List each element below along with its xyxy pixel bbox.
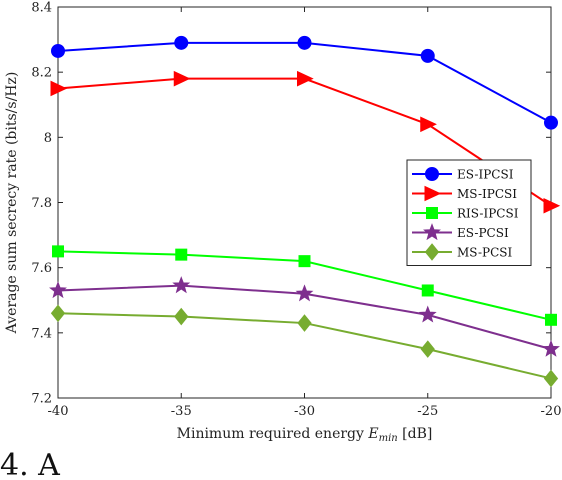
data-point	[175, 248, 188, 261]
x-tick-label: -30	[294, 404, 315, 419]
data-point	[50, 80, 68, 97]
legend-item: ES-PCSI	[412, 223, 509, 241]
x-tick-label: -25	[417, 404, 438, 419]
x-tick-label: -35	[171, 404, 192, 419]
data-point	[543, 197, 561, 214]
data-point	[297, 314, 312, 332]
data-point	[297, 35, 312, 50]
data-point	[52, 245, 64, 258]
legend-label: ES-PCSI	[457, 226, 509, 240]
y-tick-label: 7.4	[31, 326, 52, 341]
legend-item: MS-PCSI	[412, 243, 512, 261]
axis-ticks: -40 -35 -30 -25 -20 7.2 7.4 7.6 7.8 8 8.2 8.4	[31, 1, 561, 420]
series-ms-pcsi	[50, 304, 559, 388]
data-point	[51, 43, 65, 58]
series-es-ipcsi	[51, 35, 558, 130]
legend-label: MS-PCSI	[457, 246, 512, 260]
data-point	[173, 70, 191, 87]
data-point	[542, 339, 560, 357]
data-point	[50, 304, 66, 323]
data-point	[172, 276, 191, 294]
legend-marker	[426, 207, 438, 219]
y-tick-label: 8.2	[31, 66, 52, 81]
data-point	[49, 281, 67, 299]
data-point	[420, 116, 437, 133]
data-point	[545, 313, 557, 326]
data-point	[298, 255, 311, 268]
y-tick-label: 7.6	[31, 261, 52, 276]
y-tick-label: 8.4	[31, 1, 52, 16]
legend-item: ES-IPCSI	[412, 167, 514, 182]
y-tick-label: 7.2	[31, 392, 52, 407]
x-tick-label: -40	[48, 404, 69, 419]
legend-marker	[424, 243, 440, 261]
series-es-pcsi	[49, 276, 560, 357]
data-point	[544, 115, 558, 130]
y-axis-label: Average sum secrecy rate (bits/s/Hz)	[4, 72, 20, 335]
legend-marker	[425, 167, 439, 181]
legend-marker	[424, 185, 442, 202]
caption-text: 4. A	[0, 448, 60, 480]
data-point	[421, 284, 434, 297]
data-point	[420, 340, 435, 358]
legend: ES-IPCSI MS-IPCSI RIS-IPCSI ES-PCSI MS-PCSI	[406, 159, 532, 266]
data-point	[543, 369, 559, 388]
x-axis-label: Minimum required energy Emin [dB]	[177, 426, 433, 444]
data-point	[297, 70, 314, 87]
legend-label: ES-IPCSI	[457, 168, 514, 182]
series-ms-ipcsi	[50, 70, 561, 214]
x-tick-label: -20	[541, 404, 562, 419]
legend-item: RIS-IPCSI	[412, 207, 519, 221]
series-ris-ipcsi	[52, 245, 557, 326]
legend-label: RIS-IPCSI	[457, 207, 519, 221]
y-tick-label: 8	[44, 131, 52, 146]
line-chart: -40 -35 -30 -25 -20 7.2 7.4 7.6 7.8 8 8.2 8.4 Minim…	[4, 1, 561, 445]
legend-label: MS-IPCSI	[457, 187, 517, 201]
data-point	[418, 305, 437, 323]
data-point	[420, 48, 435, 63]
y-tick-label: 7.8	[31, 196, 52, 211]
data-point	[174, 307, 189, 326]
series-group	[49, 35, 561, 388]
legend-item: MS-IPCSI	[412, 185, 517, 202]
data-point	[174, 35, 189, 50]
legend-marker	[423, 223, 441, 241]
data-point	[295, 284, 314, 302]
